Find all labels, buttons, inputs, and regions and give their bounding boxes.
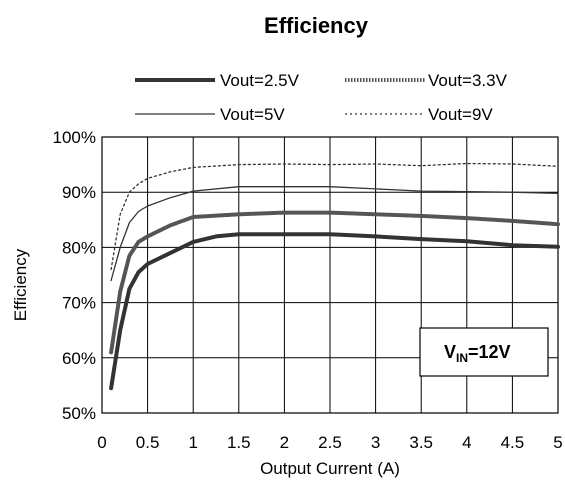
vin-annotation-text: VIN=12V bbox=[444, 342, 511, 365]
vin-suffix: =12V bbox=[468, 342, 511, 362]
legend-label-vout-3-3v: Vout=3.3V bbox=[428, 71, 508, 90]
y-tick-label: 60% bbox=[62, 349, 96, 368]
series-line-vout-5v bbox=[110, 186, 559, 282]
series-line-vout-9v bbox=[110, 162, 559, 271]
vin-annotation: VIN=12V bbox=[419, 327, 549, 377]
legend: Vout=2.5V Vout=3.3V Vout=5V Vout=9V bbox=[135, 71, 508, 124]
x-tick-label: 2.5 bbox=[318, 433, 342, 452]
x-tick-label: 3.5 bbox=[409, 433, 433, 452]
vin-sub: IN bbox=[456, 351, 468, 365]
x-tick-label: 4.5 bbox=[501, 433, 525, 452]
x-tick-label: 4 bbox=[462, 433, 471, 452]
y-axis-label: Efficiency bbox=[11, 248, 30, 321]
chart-title: Efficiency bbox=[264, 13, 369, 38]
x-tick-label: 2 bbox=[280, 433, 289, 452]
x-tick-label: 0 bbox=[97, 433, 106, 452]
y-tick-label: 70% bbox=[62, 294, 96, 313]
tick-labels: 0 0.5 1 1.5 2 2.5 3 3.5 4 4.5 5 50% 60% 70% 80% 90% 100% bbox=[53, 128, 563, 452]
vin-main: V bbox=[444, 342, 456, 362]
series-line-vout-3-3v bbox=[109, 210, 560, 355]
series-line-vout-2-5v bbox=[109, 232, 560, 391]
x-tick-label: 3 bbox=[371, 433, 380, 452]
x-tick-label: 0.5 bbox=[136, 433, 160, 452]
y-tick-label: 80% bbox=[62, 238, 96, 257]
x-tick-label: 1 bbox=[188, 433, 197, 452]
x-axis-label: Output Current (A) bbox=[260, 459, 400, 478]
y-tick-label: 50% bbox=[62, 404, 96, 423]
legend-label-vout-9v: Vout=9V bbox=[428, 105, 493, 124]
x-tick-label: 1.5 bbox=[227, 433, 251, 452]
legend-label-vout-2-5v: Vout=2.5V bbox=[220, 71, 300, 90]
series-layer bbox=[109, 162, 560, 391]
y-tick-label: 90% bbox=[62, 183, 96, 202]
vin-annotation-box bbox=[419, 327, 549, 377]
plot-frame bbox=[101, 136, 559, 414]
y-tick-label: 100% bbox=[53, 128, 96, 147]
x-tick-label: 5 bbox=[553, 433, 562, 452]
legend-label-vout-5v: Vout=5V bbox=[220, 105, 285, 124]
